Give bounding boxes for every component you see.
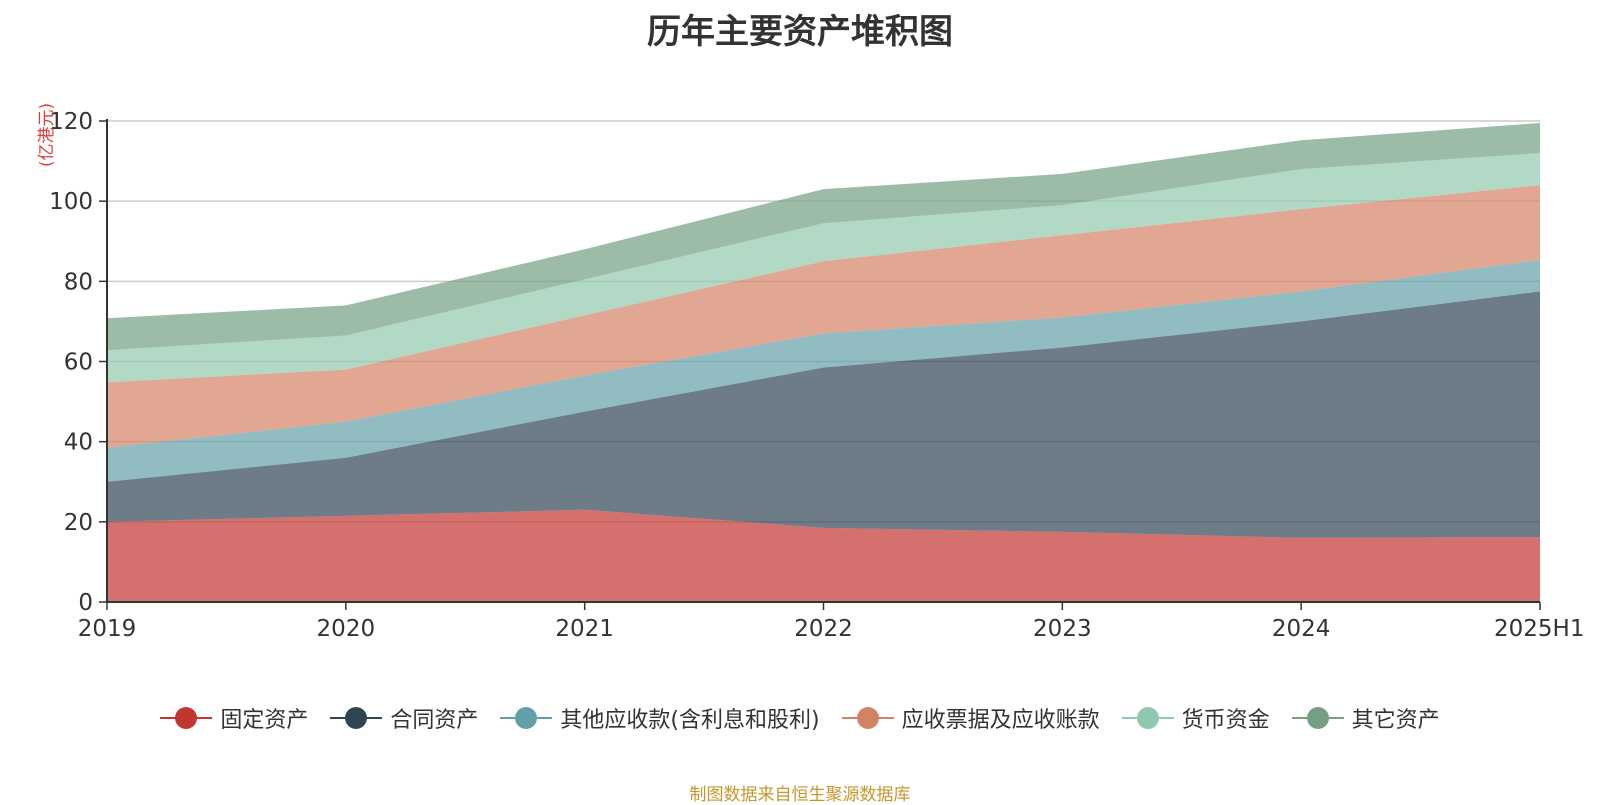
legend-item-1[interactable]: 合同资产 xyxy=(330,702,478,734)
y-axis-unit-label: (亿港元) xyxy=(37,103,57,167)
legend-marker xyxy=(160,705,213,731)
legend-item-5[interactable]: 其它资产 xyxy=(1291,702,1440,734)
legend-marker xyxy=(1121,705,1174,731)
legend: 固定资产 合同资产 其他应收款(含利息和股利) 应收票据及应收账款 货币资金 其它资产 xyxy=(0,702,1600,734)
y-tick-label: 120 xyxy=(49,109,93,135)
area-series-1 xyxy=(107,291,1540,538)
area-series xyxy=(107,123,1540,602)
legend-label: 其他应收款(含利息和股利) xyxy=(560,708,820,733)
legend-marker xyxy=(841,705,894,731)
x-tick-label: 2023 xyxy=(1033,616,1092,642)
y-tick-label: 100 xyxy=(49,189,93,215)
legend-marker xyxy=(1291,705,1344,731)
legend-label: 其它资产 xyxy=(1351,708,1440,733)
y-tick-label: 0 xyxy=(78,590,93,616)
source-note: 制图数据来自恒生聚源数据库 xyxy=(689,785,911,805)
legend-label: 货币资金 xyxy=(1181,708,1270,733)
area-series-3 xyxy=(107,185,1540,448)
legend-item-0[interactable]: 固定资产 xyxy=(160,702,308,734)
y-tick-label: 80 xyxy=(64,269,93,295)
x-tick-label: 2024 xyxy=(1272,616,1331,642)
x-tick-label: 2022 xyxy=(794,616,853,642)
area-series-0 xyxy=(107,509,1540,602)
legend-item-3[interactable]: 应收票据及应收账款 xyxy=(841,702,1100,734)
area-series-2 xyxy=(107,260,1540,482)
legend-item-4[interactable]: 货币资金 xyxy=(1121,702,1270,734)
legend-item-2[interactable]: 其他应收款(含利息和股利) xyxy=(500,702,820,734)
legend-label: 应收票据及应收账款 xyxy=(901,708,1100,733)
area-series-5 xyxy=(107,123,1540,351)
legend-label: 固定资产 xyxy=(220,708,309,733)
x-tick-label: 2021 xyxy=(555,616,614,642)
x-tick-label: 2025H1 xyxy=(1494,616,1584,642)
y-tick-label: 40 xyxy=(64,430,93,456)
legend-marker xyxy=(330,705,383,731)
chart-title: 历年主要资产堆积图 xyxy=(647,12,953,52)
y-tick-label: 20 xyxy=(64,510,93,536)
x-tick-label: 2020 xyxy=(317,616,376,642)
x-tick-label: 2019 xyxy=(78,616,137,642)
axes: 0 20 40 60 80 100 120 2019 2020 2021 2022 2023 2024 2… xyxy=(49,109,1584,642)
area-series-4 xyxy=(107,153,1540,383)
legend-label: 合同资产 xyxy=(390,708,479,733)
y-tick-label: 60 xyxy=(64,350,93,376)
legend-marker xyxy=(500,705,553,731)
